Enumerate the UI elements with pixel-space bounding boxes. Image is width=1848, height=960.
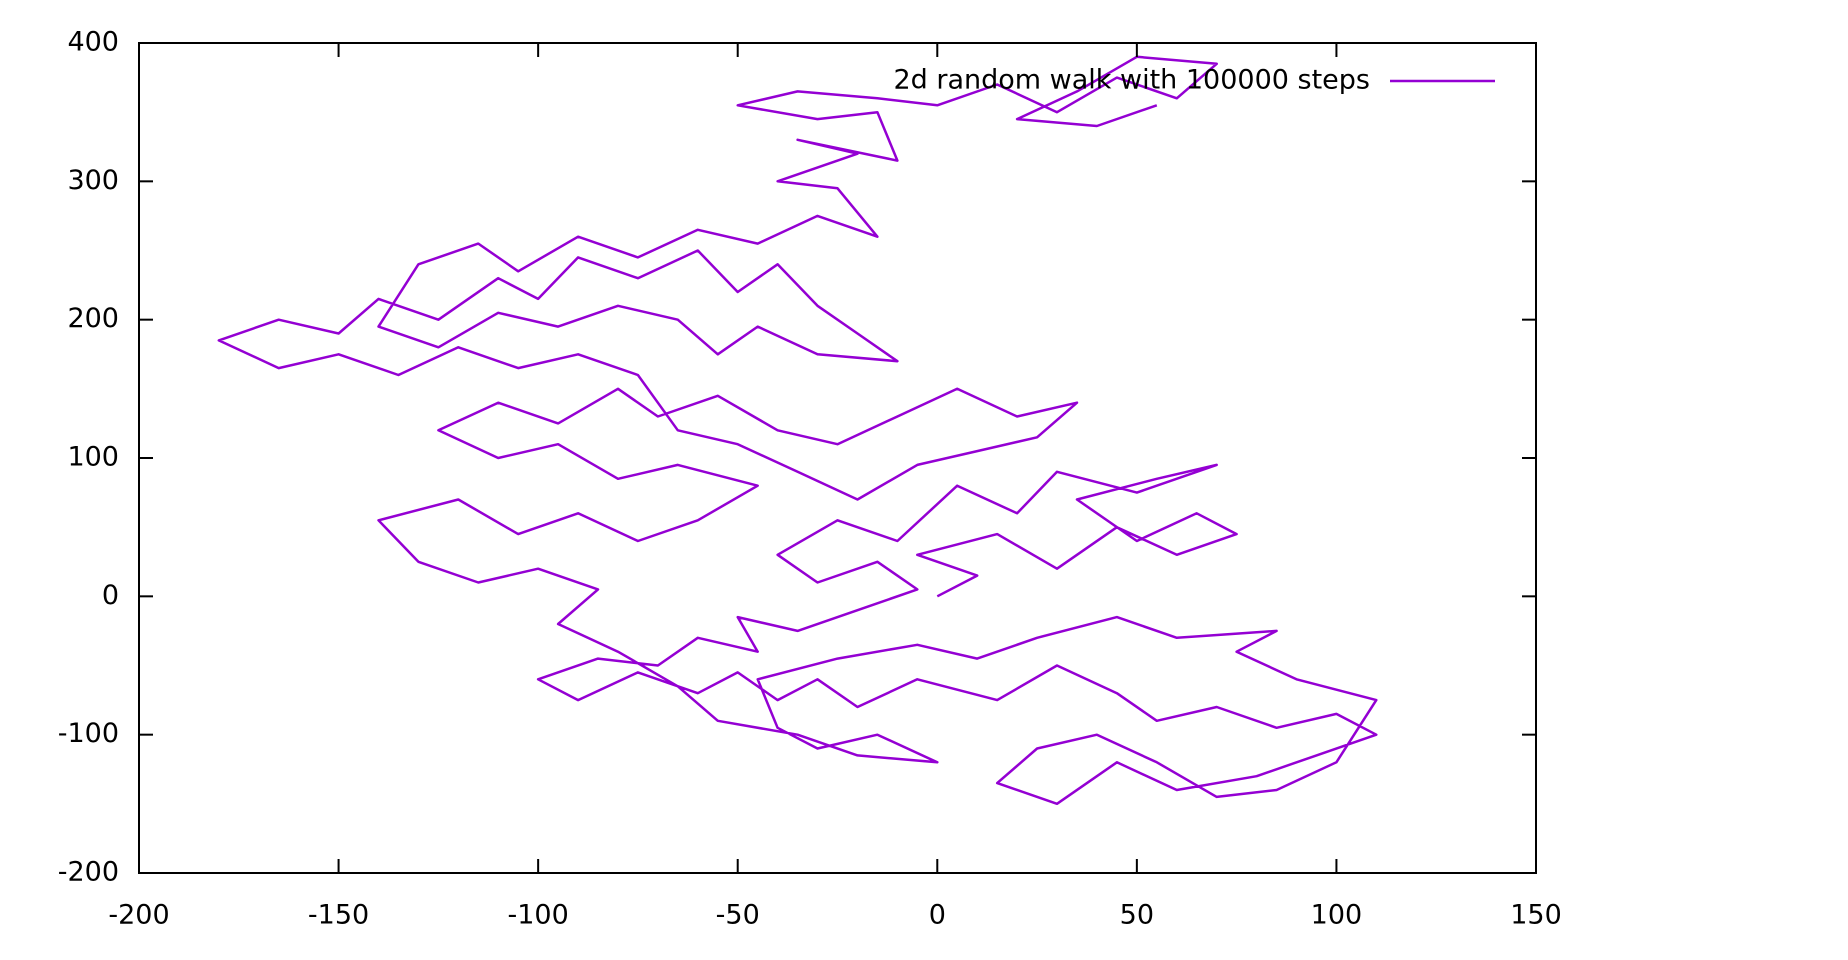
y-tick-label: 400 xyxy=(67,27,119,58)
x-tick-label: 150 xyxy=(1510,900,1562,931)
y-tick-label: 0 xyxy=(102,580,119,611)
x-tick-label: 50 xyxy=(1120,900,1154,931)
x-tick-label: -150 xyxy=(308,900,369,931)
x-tick-label: -200 xyxy=(108,900,169,931)
y-tick-label: -100 xyxy=(58,718,119,749)
x-tick-label: -50 xyxy=(716,900,760,931)
y-tick-label: -200 xyxy=(58,857,119,888)
y-tick-label: 300 xyxy=(67,165,119,196)
x-tick-label: 0 xyxy=(929,900,946,931)
y-tick-label: 200 xyxy=(67,303,119,334)
legend-label: 2d random walk with 100000 steps xyxy=(893,65,1370,96)
x-tick-label: -100 xyxy=(508,900,569,931)
x-tick-label: 100 xyxy=(1311,900,1363,931)
y-tick-label: 100 xyxy=(67,442,119,473)
walk-line xyxy=(217,55,1378,806)
